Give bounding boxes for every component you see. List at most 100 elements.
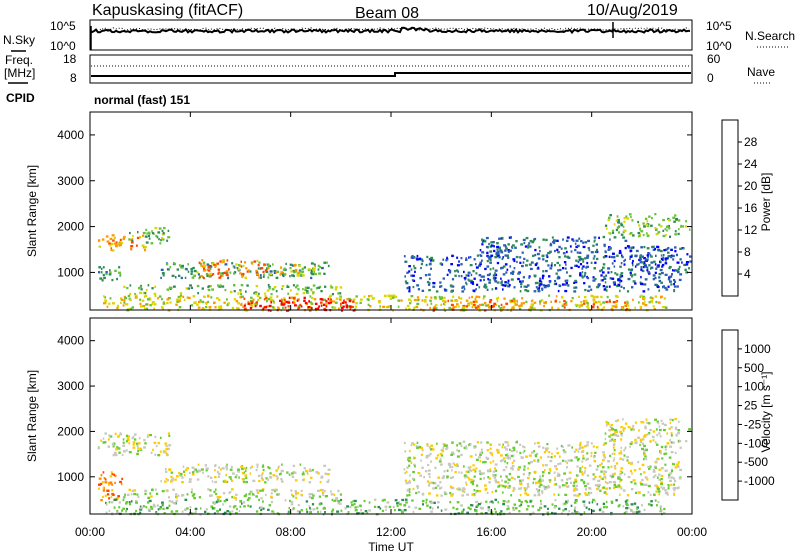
echo-cell	[130, 307, 133, 310]
echo-cell	[310, 288, 313, 291]
echo-cell	[632, 280, 636, 283]
echo-cell	[545, 449, 548, 452]
echo-cell	[441, 476, 445, 480]
echo-cell	[611, 229, 615, 232]
echo-cell	[669, 479, 672, 482]
echo-cell	[219, 499, 222, 503]
echo-cell	[258, 261, 261, 264]
echo-cell	[430, 267, 432, 270]
echo-cell	[449, 284, 453, 287]
echo-cell	[639, 443, 641, 447]
echo-cell	[624, 447, 626, 450]
x-tick-label: 00:00	[677, 525, 707, 539]
echo-cell	[467, 271, 471, 274]
echo-cell	[303, 266, 307, 269]
echo-cell	[481, 259, 483, 262]
echo-cell	[621, 274, 624, 278]
echo-cell	[283, 297, 286, 300]
echo-cell	[288, 507, 291, 510]
echo-cell	[412, 510, 415, 514]
echo-cell	[104, 296, 107, 299]
echo-cell	[144, 245, 147, 249]
y-tick-label: 2000	[57, 220, 84, 234]
echo-cell	[679, 258, 682, 261]
echo-cell	[480, 254, 483, 257]
echo-cell	[622, 418, 624, 421]
echo-cell	[262, 464, 264, 467]
echo-cell	[471, 305, 474, 309]
echo-cell	[664, 469, 668, 472]
echo-cell	[546, 285, 550, 288]
echo-cell	[378, 301, 381, 304]
echo-cell	[321, 266, 324, 270]
echo-cell	[275, 488, 278, 492]
echo-cell	[673, 477, 676, 480]
echo-cell	[460, 257, 463, 260]
echo-cell	[244, 302, 247, 306]
echo-cell	[239, 289, 242, 292]
echo-cell	[495, 297, 499, 300]
echo-cell	[485, 245, 489, 249]
echo-cell	[503, 457, 506, 460]
echo-cell	[130, 493, 133, 496]
echo-cell	[430, 256, 434, 260]
echo-cell	[573, 487, 577, 490]
echo-cell	[564, 460, 567, 463]
echo-cell	[642, 222, 645, 225]
echo-cell	[569, 245, 572, 248]
echo-cell	[535, 281, 539, 285]
echo-cell	[439, 463, 443, 466]
echo-cell	[437, 476, 441, 479]
echo-cell	[596, 446, 599, 449]
echo-cell	[574, 286, 578, 289]
echo-cell	[662, 305, 665, 309]
echo-cell	[684, 268, 687, 271]
echo-cell	[249, 270, 252, 273]
echo-cell	[159, 436, 162, 439]
echo-cell	[144, 307, 147, 310]
echo-cell	[660, 482, 663, 486]
echo-cell	[581, 258, 584, 261]
echo-cell	[166, 489, 169, 493]
echo-cell	[128, 238, 131, 241]
echo-cell	[547, 264, 550, 267]
echo-cell	[613, 223, 616, 226]
noise-sky-trace	[90, 26, 690, 35]
echo-cell	[202, 276, 205, 280]
echo-cell	[198, 496, 202, 499]
echo-cell	[294, 304, 297, 307]
echo-cell	[637, 436, 640, 439]
echo-cell	[632, 479, 636, 482]
echo-cell	[193, 269, 197, 273]
echo-cell	[627, 277, 631, 281]
echo-cell	[630, 254, 633, 257]
echo-cell	[502, 306, 506, 309]
echo-cell	[293, 301, 296, 305]
echo-cell	[623, 287, 625, 290]
echo-cell	[494, 510, 497, 514]
echo-cell	[660, 474, 664, 478]
echo-cell	[102, 489, 106, 492]
colorbar-frame	[721, 329, 739, 501]
echo-cell	[480, 275, 484, 278]
echo-cell	[554, 499, 557, 502]
echo-cell	[289, 499, 291, 503]
echo-cell	[619, 457, 622, 460]
echo-cell	[657, 422, 660, 425]
echo-cell	[478, 264, 481, 267]
echo-cell	[231, 479, 234, 482]
echo-cell	[602, 263, 606, 266]
echo-cell	[500, 251, 504, 254]
echo-cell	[545, 259, 548, 263]
echo-cell	[643, 300, 646, 303]
echo-cell	[668, 276, 671, 279]
echo-cell	[675, 427, 677, 431]
echo-cell	[167, 432, 170, 435]
echo-cell	[518, 305, 520, 308]
echo-cell	[547, 455, 550, 458]
echo-cell	[408, 459, 411, 463]
echo-cell	[644, 476, 648, 479]
echo-cell	[489, 469, 492, 473]
echo-cell	[541, 491, 544, 495]
echo-cell	[408, 494, 411, 497]
